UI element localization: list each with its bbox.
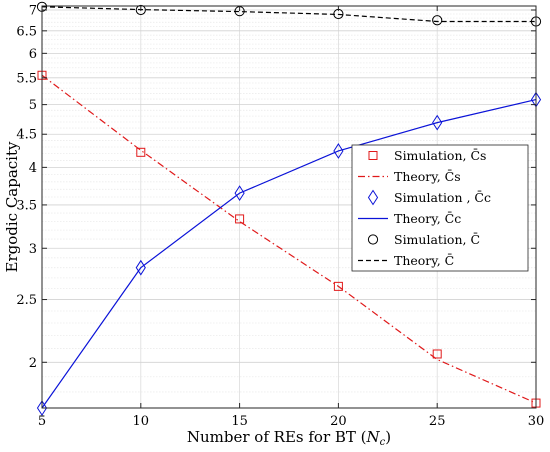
legend-label: Simulation , C̄c bbox=[394, 190, 491, 205]
series-line bbox=[41, 6, 536, 23]
legend-marker-sample bbox=[368, 151, 378, 160]
legend-label: Theory, C̄ bbox=[394, 253, 454, 268]
data-point bbox=[432, 15, 443, 26]
legend-marker-sample bbox=[367, 189, 379, 206]
y-tick-label: 4 bbox=[29, 161, 37, 176]
legend-label: Theory, C̄s bbox=[394, 169, 461, 184]
x-tick-label: 15 bbox=[231, 414, 248, 429]
x-tick-label: 5 bbox=[38, 414, 46, 429]
y-tick-label: 5 bbox=[29, 98, 37, 113]
x-tick-label: 30 bbox=[528, 414, 545, 429]
series-2 bbox=[36, 91, 542, 416]
series-line bbox=[41, 74, 537, 404]
plot-frame bbox=[41, 5, 537, 409]
y-axis-label: Ergodic Capacity bbox=[3, 141, 21, 273]
x-tick-label: 20 bbox=[330, 414, 347, 429]
data-point bbox=[333, 143, 344, 159]
y-tick-label: 2.5 bbox=[16, 293, 37, 308]
legend-label: Simulation, C̄s bbox=[394, 148, 486, 163]
data-point bbox=[235, 214, 245, 224]
data-point bbox=[432, 349, 442, 359]
legend-marker-sample bbox=[367, 234, 379, 245]
legend-label: Simulation, C̄ bbox=[394, 232, 480, 247]
legend-label: Theory, C̄c bbox=[394, 211, 461, 226]
legend-entry: Theory, C̄c bbox=[358, 211, 461, 226]
data-point bbox=[432, 114, 443, 131]
data-point bbox=[136, 147, 146, 157]
axis-ticks: 5 10 15 20 25 30 2 2.5 3 3.5 4 4.5 5 5.5 6 6.5 7 bbox=[16, 3, 544, 429]
y-tick-label: 2 bbox=[29, 356, 37, 371]
y-tick-label: 3.5 bbox=[16, 198, 37, 213]
legend-entry: Theory, C̄s bbox=[358, 169, 461, 184]
y-tick-label: 3 bbox=[29, 242, 37, 257]
y-tick-label: 7 bbox=[29, 3, 37, 18]
x-tick-label: 10 bbox=[133, 414, 150, 429]
data-point bbox=[234, 185, 245, 202]
x-tick-label: 25 bbox=[429, 414, 446, 429]
data-point bbox=[333, 281, 343, 291]
series-5 bbox=[41, 6, 536, 23]
legend-box bbox=[351, 144, 529, 272]
y-tick-label: 6.5 bbox=[16, 24, 37, 39]
legend: Simulation, C̄s Theory, C̄s Simulation , C… bbox=[351, 144, 529, 272]
series-line bbox=[41, 99, 537, 409]
legend-entry: Theory, C̄ bbox=[358, 253, 454, 268]
series-1 bbox=[41, 74, 537, 404]
legend-entry: Simulation, C̄ bbox=[367, 232, 480, 247]
y-tick-label: 4.5 bbox=[16, 128, 37, 143]
y-tick-label: 6 bbox=[29, 47, 37, 62]
x-axis-label: Number of REs for BT (Nc) bbox=[187, 428, 391, 448]
data-point bbox=[36, 400, 48, 416]
data-point bbox=[135, 4, 146, 16]
legend-entry: Simulation , C̄c bbox=[367, 189, 491, 206]
legend-entry: Simulation, C̄s bbox=[368, 148, 486, 163]
y-tick-label: 5.5 bbox=[16, 71, 37, 86]
series-3 bbox=[41, 99, 537, 409]
